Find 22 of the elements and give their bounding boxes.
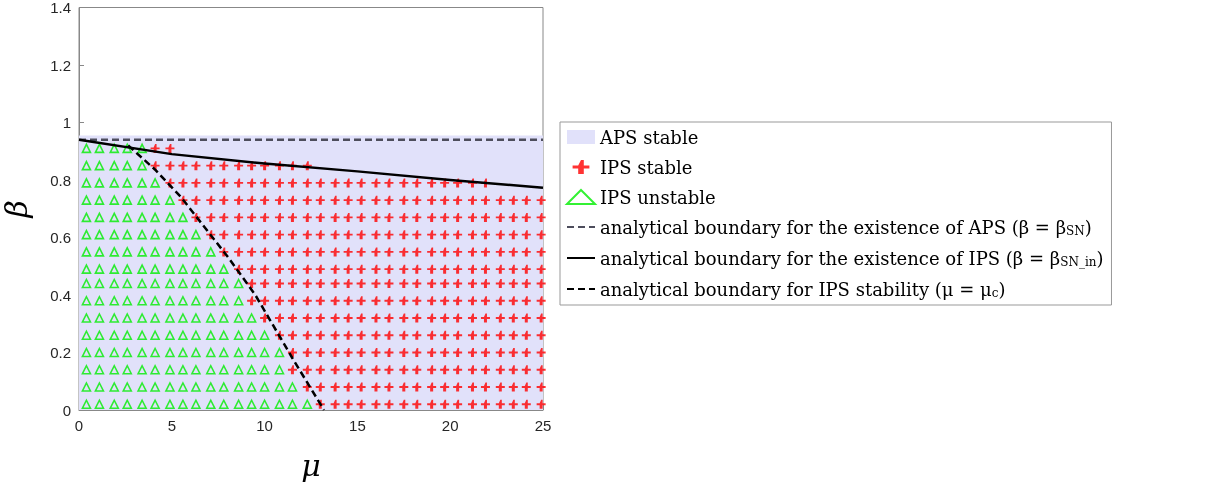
legend-label: analytical boundary for IPS stability (μ = μc) bbox=[600, 278, 1006, 300]
legend-label: analytical boundary for the existence of IPS (β = βSN_in) bbox=[600, 247, 1104, 269]
y-tick-label: 0.4 bbox=[50, 286, 71, 304]
legend-label: IPS unstable bbox=[600, 186, 716, 208]
y-tick-label: 0.8 bbox=[50, 171, 71, 189]
x-tick-label: 20 bbox=[441, 417, 459, 434]
x-tick-label: 15 bbox=[349, 417, 366, 434]
x-axis-title: μ bbox=[301, 447, 321, 483]
x-tick-label: 25 bbox=[534, 417, 552, 434]
legend-label: APS stable bbox=[599, 126, 699, 148]
y-axis-title: β bbox=[0, 200, 34, 219]
x-tick-label: 0 bbox=[74, 417, 84, 434]
y-tick-label: 0.2 bbox=[50, 344, 71, 361]
x-tick-label: 5 bbox=[167, 417, 176, 434]
legend-label: IPS stable bbox=[600, 156, 693, 178]
legend-label: analytical boundary for the existence of APS (β = βSN) bbox=[600, 216, 1092, 238]
y-tick-label: 1.4 bbox=[50, 0, 71, 16]
y-tick-label: 1.2 bbox=[50, 56, 71, 74]
x-tick-label: 10 bbox=[256, 417, 273, 434]
y-tick-label: 0.6 bbox=[50, 229, 71, 246]
y-tick-label: 1 bbox=[62, 114, 71, 131]
y-tick-label: 0 bbox=[62, 401, 71, 419]
